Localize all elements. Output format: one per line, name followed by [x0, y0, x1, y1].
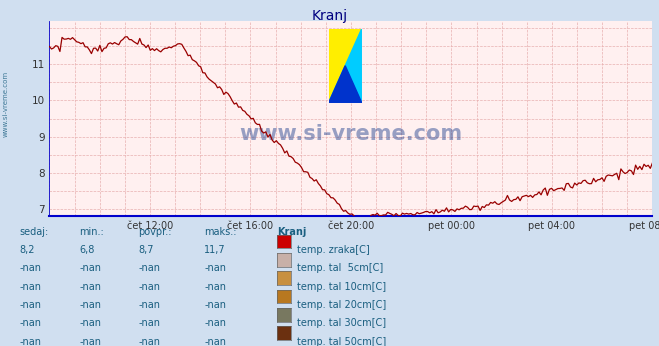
Text: 8,2: 8,2: [20, 245, 36, 255]
Text: 8,7: 8,7: [138, 245, 154, 255]
Text: Kranj: Kranj: [277, 227, 306, 237]
Text: www.si-vreme.com: www.si-vreme.com: [3, 71, 9, 137]
Text: -nan: -nan: [20, 337, 42, 346]
Polygon shape: [329, 29, 362, 103]
Polygon shape: [329, 29, 362, 103]
Text: temp. tal 30cm[C]: temp. tal 30cm[C]: [297, 318, 386, 328]
Text: -nan: -nan: [204, 337, 226, 346]
Text: -nan: -nan: [204, 282, 226, 292]
Polygon shape: [329, 66, 362, 103]
Text: povpr.:: povpr.:: [138, 227, 172, 237]
Text: -nan: -nan: [79, 318, 101, 328]
Text: -nan: -nan: [79, 337, 101, 346]
Text: -nan: -nan: [20, 263, 42, 273]
Text: maks.:: maks.:: [204, 227, 237, 237]
Text: www.si-vreme.com: www.si-vreme.com: [239, 124, 463, 144]
Text: -nan: -nan: [79, 282, 101, 292]
Text: Kranj: Kranj: [312, 9, 347, 22]
Text: -nan: -nan: [20, 300, 42, 310]
Text: -nan: -nan: [204, 263, 226, 273]
Text: -nan: -nan: [20, 282, 42, 292]
Text: -nan: -nan: [138, 318, 160, 328]
Text: temp. tal 20cm[C]: temp. tal 20cm[C]: [297, 300, 386, 310]
Text: -nan: -nan: [138, 263, 160, 273]
Text: -nan: -nan: [138, 300, 160, 310]
Text: temp. tal 50cm[C]: temp. tal 50cm[C]: [297, 337, 386, 346]
Text: temp. tal 10cm[C]: temp. tal 10cm[C]: [297, 282, 386, 292]
Text: sedaj:: sedaj:: [20, 227, 49, 237]
Text: 11,7: 11,7: [204, 245, 226, 255]
Text: temp. tal  5cm[C]: temp. tal 5cm[C]: [297, 263, 383, 273]
Text: temp. zraka[C]: temp. zraka[C]: [297, 245, 369, 255]
Text: -nan: -nan: [138, 337, 160, 346]
Text: 6,8: 6,8: [79, 245, 94, 255]
Text: -nan: -nan: [20, 318, 42, 328]
Text: -nan: -nan: [138, 282, 160, 292]
Text: -nan: -nan: [204, 318, 226, 328]
Text: min.:: min.:: [79, 227, 104, 237]
Text: -nan: -nan: [79, 300, 101, 310]
Text: -nan: -nan: [79, 263, 101, 273]
Text: -nan: -nan: [204, 300, 226, 310]
